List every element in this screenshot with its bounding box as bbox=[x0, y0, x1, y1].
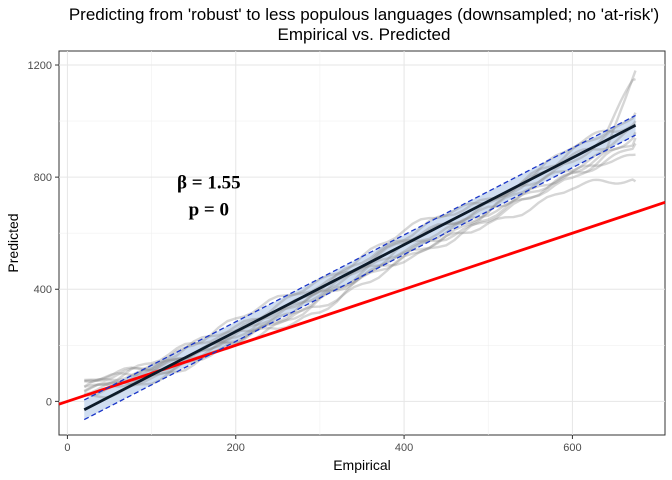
chart-title: Predicting from 'robust' to less populou… bbox=[69, 5, 659, 24]
reference-lines bbox=[58, 114, 666, 421]
y-tick-label: 400 bbox=[34, 284, 52, 296]
x-axis-ticks: 0 200 400 600 bbox=[64, 435, 582, 454]
y-axis-ticks: 0 400 800 1200 bbox=[28, 60, 59, 408]
x-tick-label: 200 bbox=[227, 442, 245, 454]
grey-trace-3 bbox=[84, 178, 637, 396]
x-tick-label: 400 bbox=[395, 442, 413, 454]
beta-annotation: β = 1.55 bbox=[177, 173, 241, 194]
interval-lower-line bbox=[83, 134, 636, 421]
grey-trace-9 bbox=[84, 131, 637, 397]
p-value-annotation: p = 0 bbox=[189, 199, 229, 220]
grey-trace-1 bbox=[84, 70, 637, 382]
x-tick-label: 600 bbox=[563, 442, 581, 454]
fit-line bbox=[83, 124, 637, 412]
x-tick-label: 0 bbox=[64, 442, 70, 454]
y-tick-label: 1200 bbox=[28, 60, 52, 72]
x-axis-label: Empirical bbox=[333, 457, 391, 473]
y-tick-label: 0 bbox=[46, 396, 52, 408]
y-tick-label: 800 bbox=[34, 172, 52, 184]
chart-subtitle: Empirical vs. Predicted bbox=[278, 25, 451, 44]
grey-trace-10 bbox=[83, 142, 637, 389]
grey-trace-8 bbox=[83, 123, 637, 393]
y-axis-label: Predicted bbox=[5, 213, 21, 272]
interval-upper-line bbox=[83, 114, 636, 401]
annotations: β = 1.55 p = 0 bbox=[177, 173, 241, 221]
